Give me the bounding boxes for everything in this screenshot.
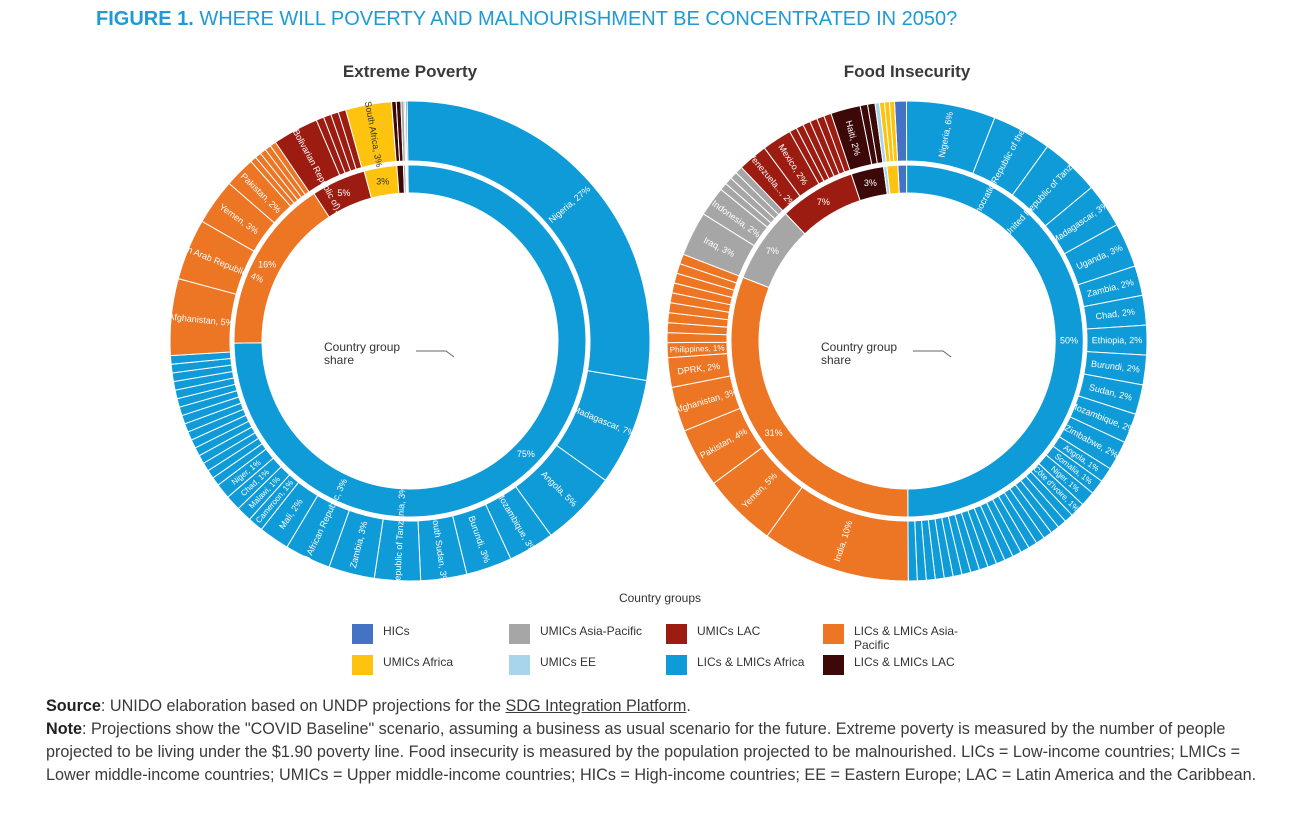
center-label-leader xyxy=(416,350,455,358)
legend-swatch xyxy=(823,655,844,675)
note-text: : Projections show the "COVID Baseline" … xyxy=(46,720,1257,784)
inner-slice-label: 50% xyxy=(1060,335,1078,345)
inner-slice-label: 7% xyxy=(766,246,779,256)
inner-slice-label: 3% xyxy=(376,176,389,186)
legend-swatch xyxy=(666,624,687,644)
legend-label: UMICs Asia-Pacific xyxy=(540,624,643,638)
legend-item-umics-ee: UMICs EE xyxy=(509,655,596,675)
inner-slice-label: 3% xyxy=(864,178,877,188)
center-label: Country group share xyxy=(821,340,897,367)
source-label: Source xyxy=(46,697,101,715)
source-text: : UNIDO elaboration based on UNDP projec… xyxy=(100,697,506,715)
legend-swatch xyxy=(352,655,373,675)
outer-slice-minor xyxy=(888,100,899,163)
legend-item-lics-lmics-africa: LICs & LMICs Africa xyxy=(666,655,804,675)
figure-number: FIGURE 1. xyxy=(96,8,194,30)
figure-title-text: WHERE WILL POVERTY AND MALNOURISHMENT BE… xyxy=(199,8,958,30)
chart-title: Food Insecurity xyxy=(844,62,971,81)
inner-slice-label: 16% xyxy=(258,260,276,270)
source-end: . xyxy=(686,697,691,715)
legend-label: UMICs LAC xyxy=(697,624,761,638)
legend-item-hics: HICs xyxy=(352,624,410,644)
inner-slice-umics-africa xyxy=(886,164,900,195)
center-label-leader xyxy=(913,350,952,358)
note-label: Note xyxy=(46,720,82,738)
legend-label: LICs & LMICs Africa xyxy=(697,655,805,669)
outer-slice-label: Philippines, 1% xyxy=(670,343,725,354)
legend-swatch xyxy=(666,655,687,675)
legend-label: UMICs EE xyxy=(540,655,597,669)
legend-label: LICs & LMICs LAC xyxy=(854,655,955,669)
source-link[interactable]: SDG Integration Platform xyxy=(505,697,687,715)
note-line: Note: Projections show the "COVID Baseli… xyxy=(46,718,1276,787)
figure-notes: Source: UNIDO elaboration based on UNDP … xyxy=(46,695,1276,787)
legend-swatch xyxy=(352,624,373,644)
inner-slice-lics-lmics-africa xyxy=(233,164,587,518)
outer-slice-minor xyxy=(405,100,409,162)
inner-slice-label: 31% xyxy=(765,428,783,438)
legend-item-lics-lmics-lac: LICs & LMICs LAC xyxy=(823,655,955,675)
legend-label: LICs & LMICs Asia-Pacific xyxy=(854,624,959,652)
figure-title: FIGURE 1. WHERE WILL POVERTY AND MALNOUR… xyxy=(96,8,957,31)
inner-slice-hics xyxy=(406,164,409,194)
outer-slice-label: Ethiopia, 2% xyxy=(1092,335,1143,345)
legend-label: HICs xyxy=(383,624,410,638)
legend-swatch xyxy=(823,624,844,644)
source-line: Source: UNIDO elaboration based on UNDP … xyxy=(46,695,1276,718)
inner-slice-lics-lmics-africa xyxy=(906,164,1084,518)
legend-label: UMICs Africa xyxy=(383,655,454,669)
legend-item-umics-lac: UMICs LAC xyxy=(666,624,760,644)
legend-item-umics-asia-pacific: UMICs Asia-Pacific xyxy=(509,624,642,644)
legend-title: Country groups xyxy=(618,591,702,605)
legend-item-lics-lmics-asia-pacific: LICs & LMICs Asia-Pacific xyxy=(823,624,973,652)
legend-swatch xyxy=(509,655,530,675)
legend-item-umics-africa: UMICs Africa xyxy=(352,655,453,675)
legend-swatch xyxy=(509,624,530,644)
center-label: Country group share xyxy=(324,340,400,367)
inner-slice-label: 5% xyxy=(337,188,350,198)
chart-title: Extreme Poverty xyxy=(343,62,478,81)
inner-slice-label: 75% xyxy=(517,449,535,459)
inner-slice-label: 7% xyxy=(817,197,830,207)
